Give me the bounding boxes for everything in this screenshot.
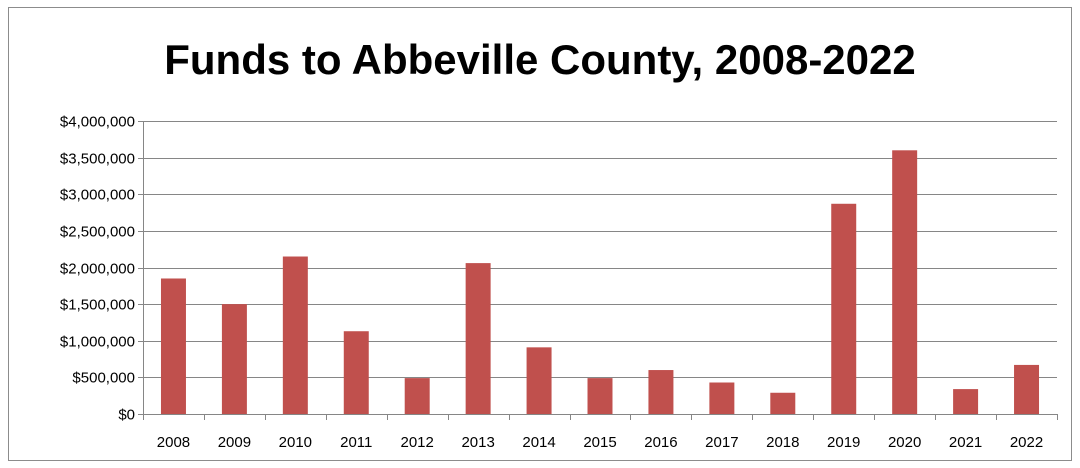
- bar-2022: [1014, 364, 1040, 414]
- x-tick-label: 2015: [583, 434, 616, 451]
- y-tick-label: $1,000,000: [60, 334, 135, 351]
- bar-2008: [160, 278, 186, 414]
- y-tick-label: $3,500,000: [60, 151, 135, 168]
- x-tick-label: 2021: [949, 434, 982, 451]
- bar-2019: [831, 203, 857, 414]
- y-tick-label: $1,500,000: [60, 297, 135, 314]
- y-tick-label: $3,000,000: [60, 187, 135, 204]
- x-tick-label: 2022: [1010, 434, 1043, 451]
- bar-2021: [953, 389, 979, 414]
- bar-2016: [648, 370, 674, 414]
- bar-2009: [221, 304, 247, 414]
- y-tick-labels: $0 $500,000 $1,000,000 $1,500,000 $2,000,000…: [60, 114, 135, 424]
- x-tick-label: 2014: [522, 434, 555, 451]
- x-tick-label: 2019: [827, 434, 860, 451]
- x-tick-label: 2016: [644, 434, 677, 451]
- x-tick-label: 2017: [705, 434, 738, 451]
- x-tick-label: 2020: [888, 434, 921, 451]
- y-tick-label: $2,000,000: [60, 261, 135, 278]
- x-tick-label: 2013: [461, 434, 494, 451]
- bar-2017: [709, 382, 735, 414]
- bar-2012: [404, 378, 430, 414]
- bars: [160, 150, 1040, 415]
- gridlines: [143, 121, 1057, 378]
- x-tick-label: 2012: [401, 434, 434, 451]
- chart-title: Funds to Abbeville County, 2008-2022: [164, 36, 916, 83]
- x-tick-label: 2009: [218, 434, 251, 451]
- x-tick-label: 2008: [157, 434, 190, 451]
- bar-2018: [770, 392, 796, 414]
- bar-2015: [587, 378, 613, 414]
- bar-2011: [343, 331, 369, 414]
- x-tick-labels: 2008 2009 2010 2011 2012 2013 2014 2015 2016 2017…: [157, 434, 1043, 451]
- x-tick-label: 2010: [279, 434, 312, 451]
- bar-2014: [526, 347, 552, 414]
- x-tick-label: 2011: [340, 434, 372, 451]
- bar-2010: [282, 256, 308, 414]
- bar-2013: [465, 263, 491, 414]
- x-tick-label: 2018: [766, 434, 799, 451]
- axes: [138, 121, 1058, 420]
- y-tick-label: $500,000: [72, 370, 135, 387]
- bar-2020: [892, 150, 918, 415]
- y-tick-label: $2,500,000: [60, 224, 135, 241]
- y-tick-label: $0: [118, 407, 135, 424]
- y-tick-label: $4,000,000: [60, 114, 135, 131]
